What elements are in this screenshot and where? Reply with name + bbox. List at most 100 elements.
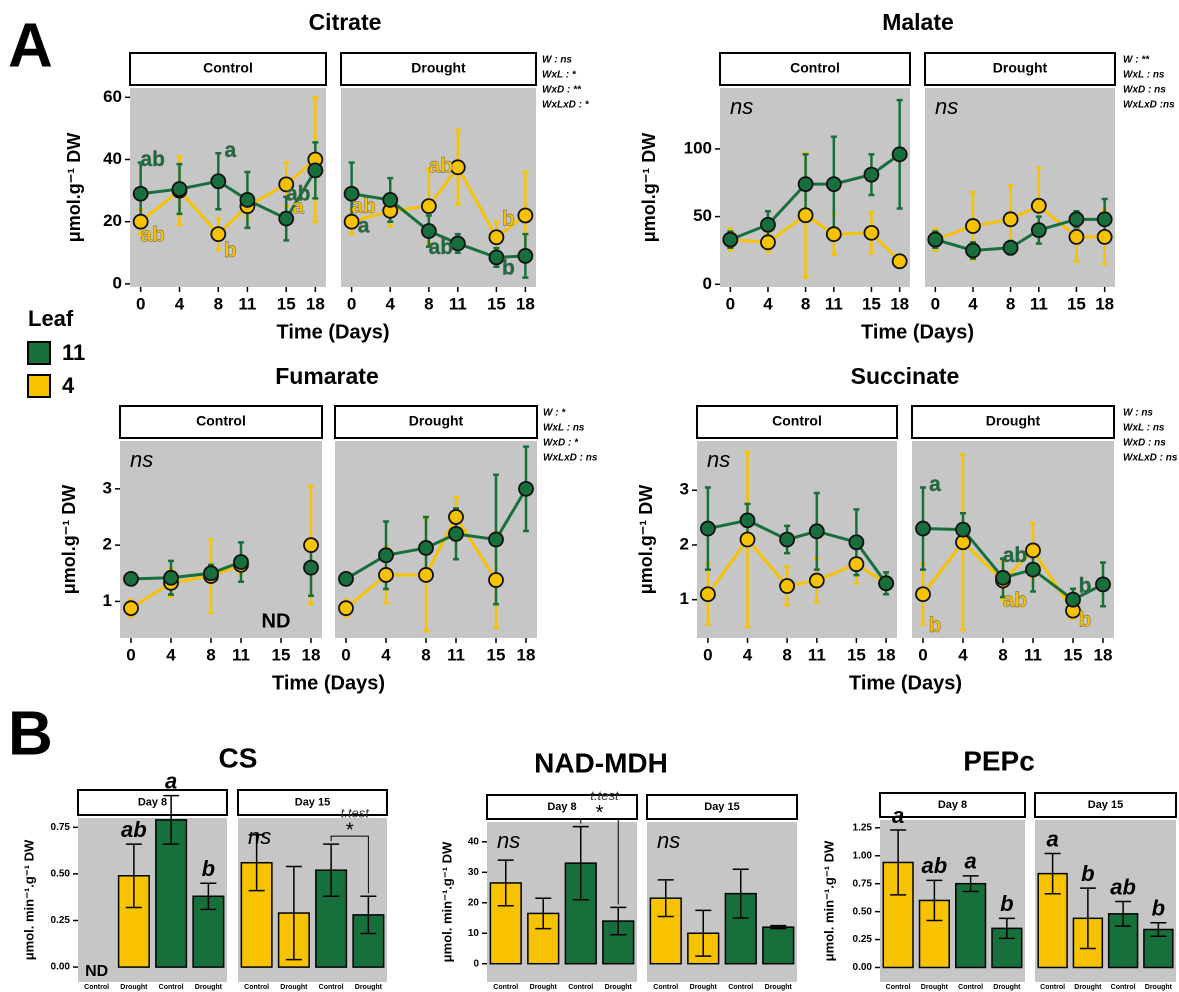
x-tick-label: 0 — [931, 294, 940, 313]
x-tick-label: 18 — [516, 294, 535, 313]
y-axis-label: μmol.g⁻¹ DW — [639, 133, 659, 243]
y-tick-label: 0.00 — [51, 962, 71, 973]
y-tick-label: 10 — [468, 928, 480, 939]
x-tick-label: 15 — [862, 294, 881, 313]
significance-letter: ab — [429, 236, 454, 259]
point — [448, 509, 464, 525]
x-tick-label: 4 — [385, 294, 395, 313]
significance-letter: ab — [140, 224, 165, 247]
point — [1068, 229, 1085, 245]
point — [420, 198, 437, 215]
stat-label: WxL : * — [542, 70, 577, 81]
y-tick-label: 0.50 — [51, 869, 71, 880]
y-tick-label: 0 — [703, 274, 712, 293]
point — [1096, 229, 1113, 245]
significance-letter: ab — [429, 154, 454, 177]
x-tick-label: 11 — [447, 645, 465, 664]
panel — [912, 441, 1114, 638]
legend-label: 11 — [62, 340, 85, 365]
x-tick-label: 8 — [801, 294, 810, 313]
chart-title: PEPc — [963, 745, 1035, 776]
y-tick-label: 0.25 — [51, 915, 71, 926]
point — [420, 223, 437, 239]
point — [338, 571, 354, 587]
x-tick-label: Control — [653, 984, 678, 991]
point — [1002, 211, 1019, 228]
x-tick-label: 0 — [126, 645, 135, 664]
x-tick-label: Control — [1111, 984, 1136, 991]
facet-label: Drought — [411, 60, 466, 76]
y-tick-label: 100 — [684, 138, 712, 157]
x-axis-label: Time (Days) — [272, 672, 385, 694]
annotation: ns — [497, 828, 520, 853]
point — [760, 216, 776, 233]
point — [797, 176, 814, 193]
facet-label: Day 15 — [704, 801, 739, 813]
y-tick-label: 40 — [103, 149, 122, 168]
x-tick-label: Control — [493, 984, 518, 991]
y-tick-label: 0.75 — [51, 822, 71, 833]
bar — [762, 926, 795, 965]
chart-title: CS — [219, 742, 258, 773]
significance-letter: ab — [140, 148, 165, 171]
y-tick-label: 0.50 — [853, 906, 873, 917]
annotation: ns — [707, 447, 730, 472]
error-bar — [248, 834, 265, 892]
stat-label: WxL : ns — [1123, 423, 1165, 434]
x-tick-label: 0 — [341, 645, 350, 664]
x-tick-label: Drought — [530, 984, 558, 991]
y-tick-label: 3 — [103, 478, 112, 497]
point — [307, 162, 324, 179]
x-tick-label: 15 — [487, 294, 506, 313]
stat-label: WxD : * — [543, 438, 579, 449]
x-tick-label: Drought — [921, 984, 949, 991]
facet-label: Day 8 — [547, 801, 576, 813]
point — [210, 173, 227, 190]
point — [927, 231, 944, 248]
y-tick-label: 2 — [103, 535, 112, 554]
error-bar — [572, 825, 589, 901]
facet-strip — [911, 405, 1115, 439]
x-tick-label: 11 — [1030, 294, 1048, 313]
point — [278, 176, 295, 193]
x-tick-label: 18 — [306, 294, 325, 313]
x-tick-label: 4 — [763, 294, 773, 313]
annotation: ns — [130, 447, 153, 472]
point — [303, 537, 319, 554]
y-axis-label: μmol.g⁻¹ DW — [64, 133, 84, 243]
y-tick-label: 1.25 — [853, 822, 873, 833]
point — [203, 565, 219, 582]
x-tick-label: 0 — [347, 294, 356, 313]
y-tick-label: 1.00 — [853, 850, 873, 861]
error-bar — [770, 924, 787, 930]
legend-swatch — [27, 341, 51, 365]
significance-letter: a — [224, 139, 236, 162]
point — [760, 234, 776, 251]
point — [779, 578, 795, 594]
error-bar — [285, 865, 302, 961]
point — [891, 253, 908, 270]
significance-letter: ab — [286, 182, 311, 205]
chart-title: Citrate — [309, 9, 382, 35]
chart-title: Fumarate — [275, 363, 379, 389]
point — [915, 586, 931, 603]
x-tick-label: Control — [958, 984, 983, 991]
error-bar — [535, 897, 552, 930]
x-tick-label: 0 — [703, 645, 712, 664]
facet-label: Control — [772, 413, 822, 429]
point — [1030, 197, 1047, 214]
point — [779, 531, 795, 548]
chart-title: Malate — [882, 9, 954, 35]
error-bar — [732, 868, 749, 919]
x-tick-label: 0 — [726, 294, 735, 313]
x-tick-label: 11 — [825, 294, 843, 313]
x-tick-label: Control — [728, 984, 753, 991]
x-tick-label: 4 — [381, 645, 391, 664]
y-tick-label: 0 — [113, 273, 122, 292]
point — [1065, 591, 1081, 608]
point — [1095, 576, 1111, 593]
point — [163, 569, 179, 586]
y-tick-label: 50 — [693, 206, 712, 225]
significance-letter: b — [929, 614, 942, 637]
significance-letter: b — [202, 856, 215, 881]
